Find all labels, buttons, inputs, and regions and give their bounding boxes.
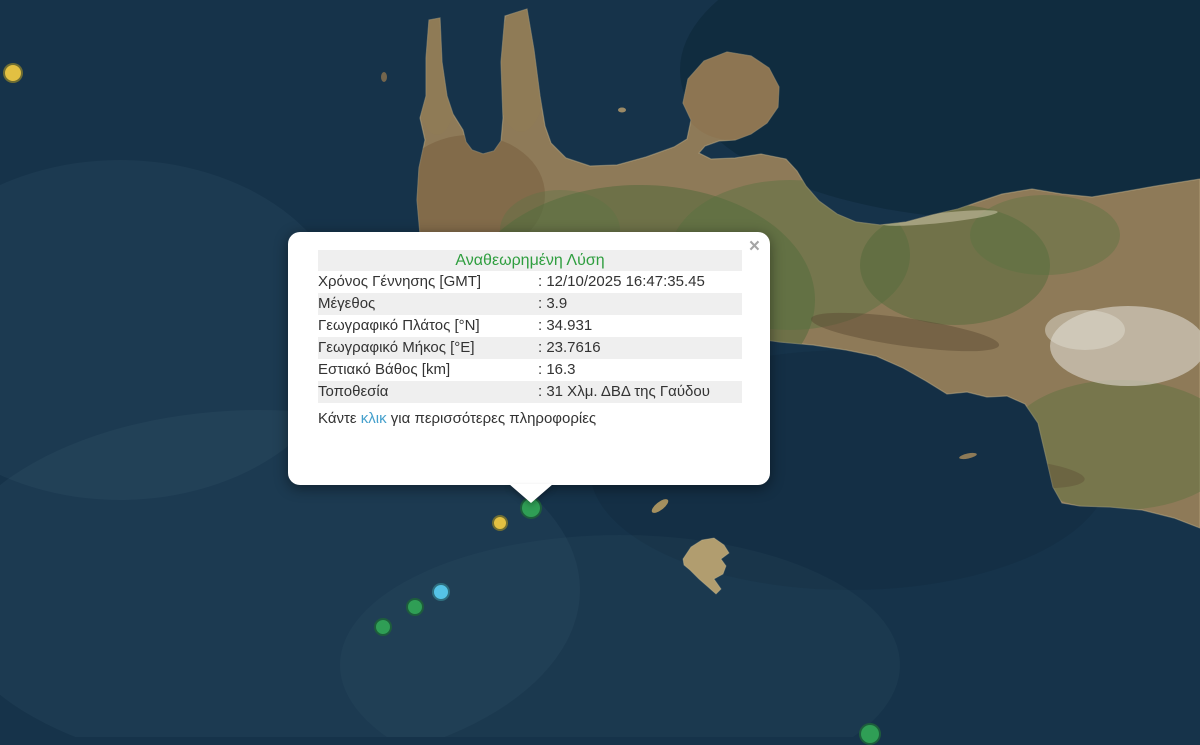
- quake-marker[interactable]: [859, 723, 881, 745]
- popup-table: Χρόνος Γέννησης [GMT] : 12/10/2025 16:47:…: [318, 271, 742, 403]
- popup-title: Αναθεωρημένη Λύση: [318, 250, 742, 271]
- popup-row-label: Τοποθεσία: [318, 383, 389, 400]
- popup-row: Γεωγραφικό Μήκος [°E] : 23.7616: [318, 337, 742, 359]
- popup-row-label: Χρόνος Γέννησης [GMT]: [318, 273, 482, 290]
- popup-row-value: : 23.7616: [538, 339, 601, 356]
- popup-row-value: : 31 Χλμ. ΔΒΔ της Γαύδου: [538, 383, 710, 400]
- popup-close-button[interactable]: ×: [748, 236, 760, 257]
- popup-row-value: : 34.931: [538, 317, 593, 334]
- quake-marker[interactable]: [406, 598, 424, 616]
- popup-row: Μέγεθος : 3.9: [318, 293, 742, 315]
- footer-text-pre: Κάντε: [318, 410, 361, 427]
- gavdos-island: [682, 537, 730, 595]
- popup-row: Χρόνος Γέννησης [GMT] : 12/10/2025 16:47:…: [318, 271, 742, 293]
- islet-south-coast: [959, 452, 977, 460]
- popup-row: Τοποθεσία : 31 Χλμ. ΔΒΔ της Γαύδου: [318, 381, 742, 403]
- more-info-link[interactable]: κλικ: [360, 410, 387, 427]
- popup-row-value: : 3.9: [538, 295, 568, 312]
- popup-footer: Κάντε κλικ για περισσότερες πληροφορίες: [318, 409, 742, 428]
- popup-row-label: Γεωγραφικό Πλάτος [°N]: [318, 317, 480, 334]
- popup-row-value: : 12/10/2025 16:47:35.45: [538, 273, 705, 290]
- footer-text-post: για περισσότερες πληροφορίες: [386, 410, 597, 427]
- quake-marker[interactable]: [492, 515, 508, 531]
- popup-row-label: Γεωγραφικό Μήκος [°E]: [318, 339, 475, 356]
- popup-row: Γεωγραφικό Πλάτος [°N] : 34.931: [318, 315, 742, 337]
- quake-marker[interactable]: [432, 583, 450, 601]
- popup-tail: [509, 484, 553, 503]
- popup-row-label: Εστιακό Βάθος [km]: [318, 361, 451, 378]
- popup-row: Εστιακό Βάθος [km] : 16.3: [318, 359, 742, 381]
- islet-west: [381, 72, 387, 82]
- earthquake-popup: × Αναθεωρημένη Λύση Χρόνος Γέννησης [GMT…: [288, 232, 770, 503]
- quake-marker[interactable]: [374, 618, 392, 636]
- gavdopoula-island: [651, 499, 669, 513]
- popup-row-label: Μέγεθος: [318, 295, 376, 312]
- quake-marker[interactable]: [3, 63, 23, 83]
- popup-row-value: : 16.3: [538, 361, 576, 378]
- islet-agioi-theodoroi: [618, 107, 626, 113]
